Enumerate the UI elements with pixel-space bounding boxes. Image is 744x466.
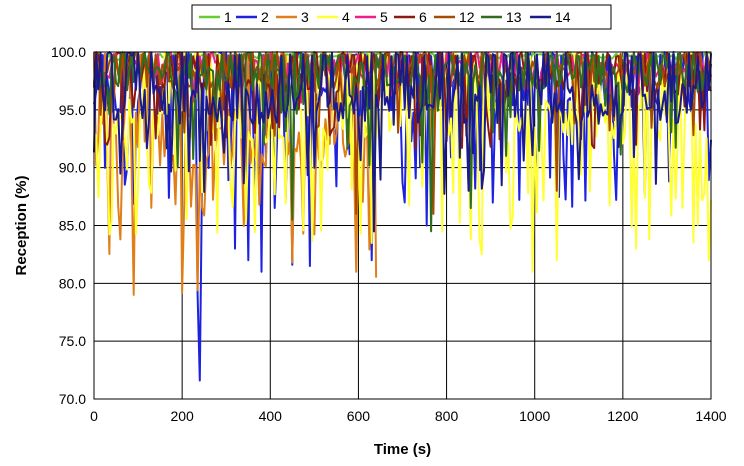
legend-label-5: 5 (380, 9, 388, 25)
x-tick-label: 200 (170, 408, 194, 424)
y-tick-label: 90.0 (59, 160, 86, 176)
axis-ticks: 0 200 400 600 800 1000 1200 1400 70.0 75.0 80.0 85.… (51, 44, 727, 424)
legend-label-14: 14 (555, 9, 571, 25)
y-tick-label: 100.0 (51, 44, 86, 60)
series-line-14 (93, 51, 712, 233)
legend-label-4: 4 (342, 9, 350, 25)
y-tick-label: 70.0 (59, 391, 86, 407)
series-lines (93, 51, 712, 382)
legend-label-13: 13 (506, 9, 522, 25)
x-tick-label: 600 (347, 408, 371, 424)
y-tick-label: 80.0 (59, 275, 86, 291)
y-tick-label: 95.0 (59, 102, 86, 118)
y-axis-title: Reception (%) (13, 175, 30, 275)
x-tick-label: 800 (435, 408, 459, 424)
legend-label-6: 6 (419, 9, 427, 25)
x-tick-label: 0 (90, 408, 98, 424)
legend: 1 2 3 4 5 6 12 13 14 (191, 4, 612, 30)
plot-frame (93, 51, 712, 400)
legend-label-1: 1 (224, 9, 232, 25)
x-tick-label: 1400 (695, 408, 726, 424)
legend-label-2: 2 (261, 9, 269, 25)
x-tick-label: 1000 (519, 408, 550, 424)
y-tick-label: 75.0 (59, 333, 86, 349)
x-axis-title: Time (s) (374, 441, 431, 458)
legend-label-3: 3 (301, 9, 309, 25)
x-tick-label: 400 (259, 408, 283, 424)
y-tick-label: 85.0 (59, 218, 86, 234)
x-tick-label: 1200 (607, 408, 638, 424)
legend-label-12: 12 (459, 9, 475, 25)
